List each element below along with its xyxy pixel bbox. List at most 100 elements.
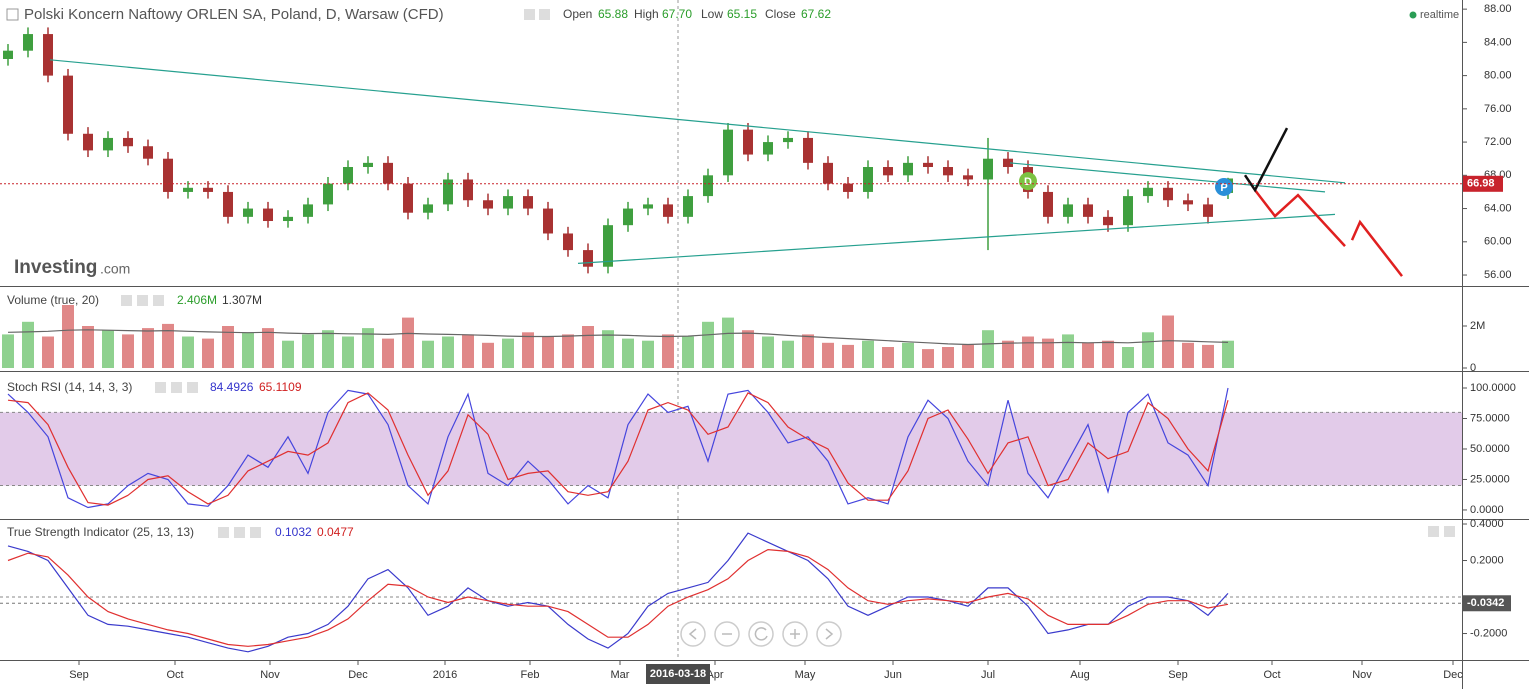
candle-body [203, 187, 213, 192]
logo-suffix: .com [100, 261, 130, 277]
candle-body [1203, 204, 1213, 217]
candle-body [883, 167, 893, 176]
panel-title: Stoch RSI (14, 14, 3, 3) [7, 380, 132, 394]
volume-bar [702, 321, 714, 368]
x-tick-label: Nov [1352, 669, 1372, 681]
volume-bar [1022, 336, 1034, 368]
x-tick-label: Mar [611, 669, 630, 681]
volume-bar [282, 340, 294, 368]
candle-body [1143, 187, 1153, 197]
y-tick-label: 76.00 [1484, 103, 1512, 115]
x-tick-label: Jul [981, 669, 995, 681]
header-value: 65.15 [727, 7, 757, 21]
icon[interactable] [234, 527, 245, 538]
header-icons [121, 9, 1455, 538]
y-tick-label: 56.00 [1484, 269, 1512, 281]
candle-body [363, 162, 373, 168]
candle-body [703, 175, 713, 197]
status-dot [1409, 11, 1417, 19]
volume-bar [502, 338, 514, 368]
last-value-tag [1463, 595, 1511, 612]
band [0, 412, 1462, 486]
trendline [577, 213, 1336, 264]
candle-body [563, 233, 573, 251]
series-line [7, 392, 1229, 506]
volume-bar [262, 328, 274, 368]
x-tick-label: Dec [348, 669, 368, 681]
icon[interactable] [1428, 526, 1439, 537]
header-label: Open [563, 7, 592, 21]
icon[interactable] [250, 527, 261, 538]
event-marker [1215, 177, 1233, 196]
icon[interactable] [121, 295, 132, 306]
candle-body [43, 34, 53, 76]
header-label: Close [765, 7, 796, 21]
volume-bar [42, 336, 54, 368]
icon[interactable] [524, 9, 535, 20]
y-tick-label: 75.0000 [1470, 412, 1510, 424]
candle-body [123, 137, 133, 147]
scroll-left-button[interactable] [680, 621, 706, 647]
panel-title: Volume (true, 20) [7, 293, 99, 307]
volume-bar [402, 317, 414, 368]
volume-bar [342, 336, 354, 368]
y-tick-label: 0 [1470, 362, 1476, 374]
icon[interactable] [137, 295, 148, 306]
legend-value: 2.406M [177, 293, 217, 307]
candle-body [343, 167, 353, 184]
candle-body [323, 183, 333, 205]
volume-bar [1102, 340, 1114, 368]
volume-bar [222, 326, 234, 368]
candle-body [643, 204, 653, 209]
icon[interactable] [187, 382, 198, 393]
candle-body [1103, 216, 1113, 226]
candle-body [823, 162, 833, 184]
candle-body [523, 196, 533, 209]
volume-bar [762, 336, 774, 368]
volume-bar [962, 344, 974, 368]
candle-body [103, 137, 113, 151]
x-tick-label: Oct [1263, 669, 1280, 681]
chart-title: Polski Koncern Naftowy ORLEN SA, Poland,… [24, 6, 444, 23]
y-tick-label: 88.00 [1484, 3, 1512, 15]
logo: Investing [14, 257, 97, 278]
candle-body [683, 196, 693, 217]
volume-bar [642, 340, 654, 368]
volume-bar [1062, 334, 1074, 368]
candle-body [463, 179, 473, 201]
reset-button[interactable] [748, 621, 774, 647]
volume-bar [242, 332, 254, 368]
volume-bar [742, 330, 754, 368]
volume-bar [442, 336, 454, 368]
candle-body [303, 204, 313, 217]
y-tick-label: 84.00 [1484, 36, 1512, 48]
icon[interactable] [218, 527, 229, 538]
volume-bar [882, 347, 894, 368]
icon[interactable] [153, 295, 164, 306]
volume-bar [1042, 338, 1054, 368]
series-line [7, 548, 1229, 647]
x-tick-label: May [795, 669, 816, 681]
volume-bar [622, 338, 634, 368]
x-tick-label: 2016 [433, 669, 457, 681]
volume-bar [1162, 315, 1174, 368]
candle-body [1083, 204, 1093, 217]
volume-bar [1002, 340, 1014, 368]
icon[interactable] [1444, 526, 1455, 537]
candle-body [243, 208, 253, 217]
candle-body [83, 133, 93, 151]
legend-value: 84.4926 [210, 380, 254, 394]
icon[interactable] [155, 382, 166, 393]
scroll-right-button[interactable] [816, 621, 842, 647]
icon[interactable] [539, 9, 550, 20]
volume-bar [482, 342, 494, 368]
y-tick-label: 25.0000 [1470, 473, 1510, 485]
header-value: 67.70 [662, 7, 692, 21]
collapse-icon[interactable] [6, 8, 19, 21]
candle-body [763, 142, 773, 155]
volume-bar [182, 336, 194, 368]
icon[interactable] [171, 382, 182, 393]
candle-body [1063, 204, 1073, 217]
